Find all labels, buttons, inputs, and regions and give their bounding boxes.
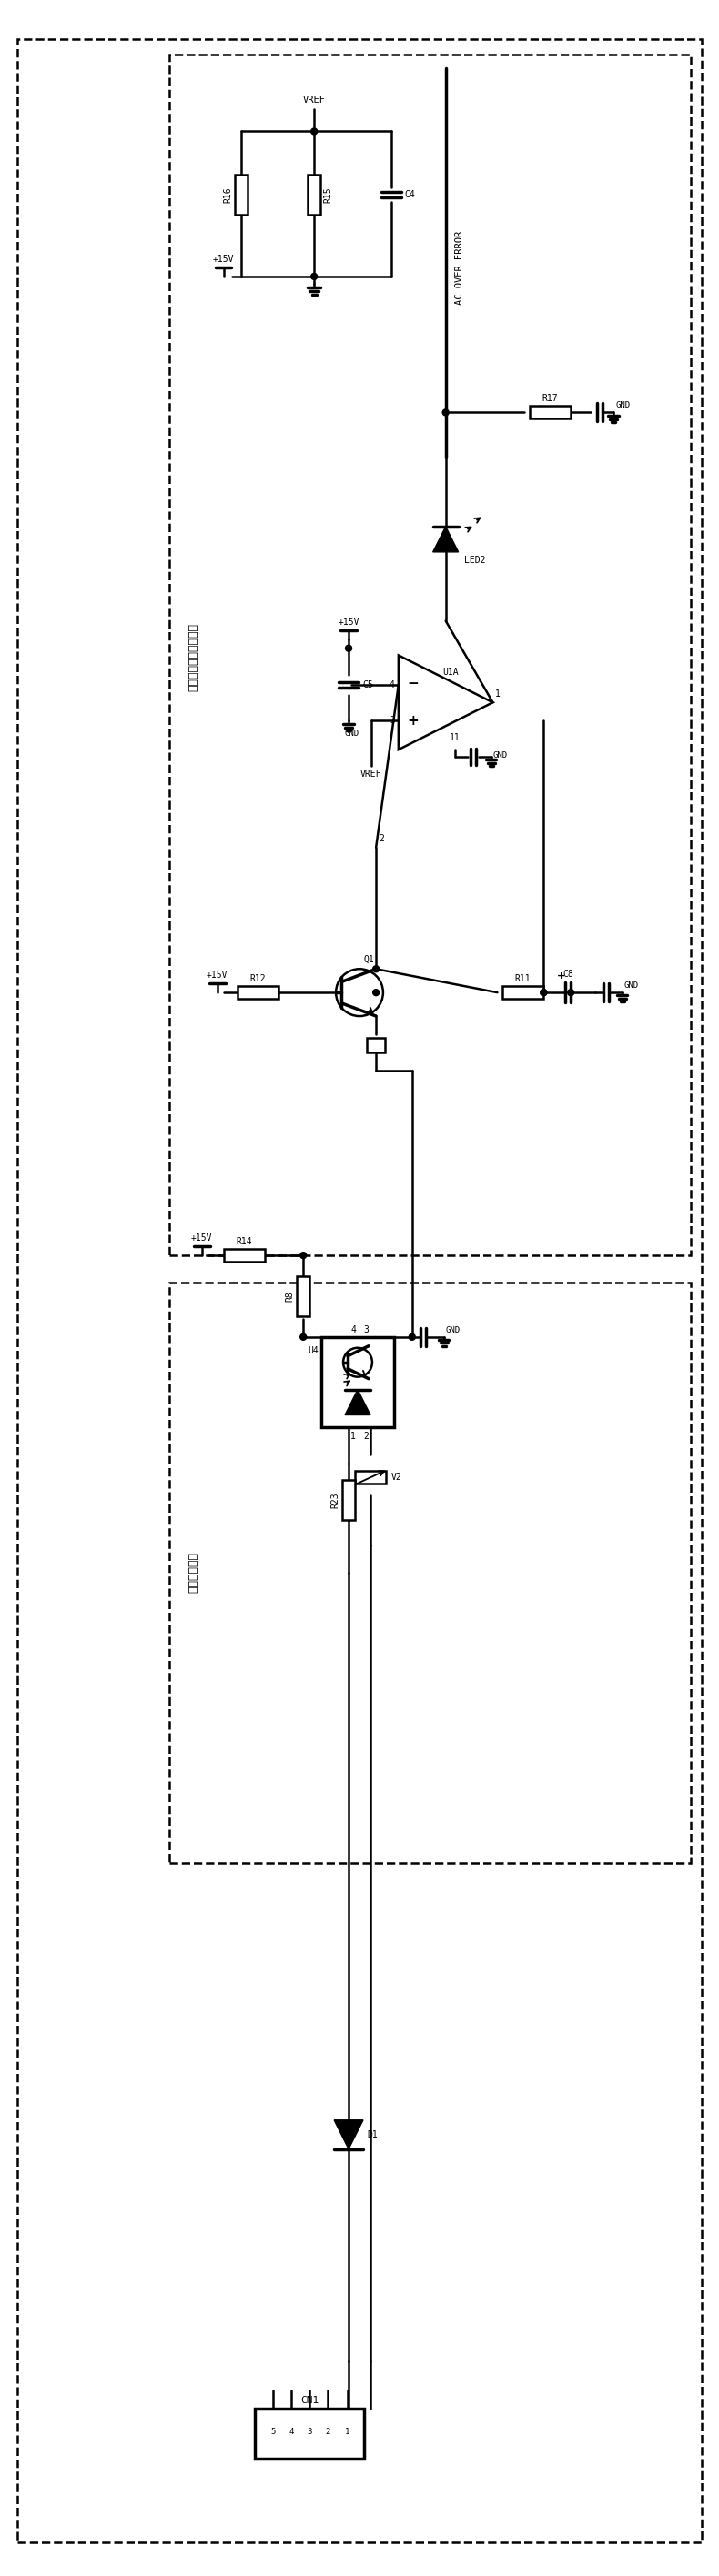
Text: R16: R16 <box>224 188 232 204</box>
Polygon shape <box>334 2120 363 2148</box>
Text: 3: 3 <box>307 2427 312 2437</box>
Bar <box>224 1249 265 1262</box>
Circle shape <box>541 989 546 997</box>
Text: 2: 2 <box>363 1432 368 1440</box>
Text: U4: U4 <box>308 1347 319 1355</box>
Text: +: + <box>557 971 565 981</box>
Text: CN1: CN1 <box>301 2396 319 2406</box>
Text: −: − <box>408 677 419 690</box>
Circle shape <box>442 410 449 415</box>
Bar <box>367 1038 385 1054</box>
Text: R12: R12 <box>250 974 266 984</box>
Text: V2: V2 <box>391 1473 401 1481</box>
Bar <box>235 175 248 214</box>
Text: C8: C8 <box>563 969 574 979</box>
Circle shape <box>409 1334 416 1340</box>
Bar <box>237 987 278 999</box>
Text: R8: R8 <box>285 1291 294 1301</box>
Circle shape <box>373 966 379 971</box>
Text: VREF: VREF <box>303 95 326 103</box>
Circle shape <box>311 129 317 134</box>
Text: 3: 3 <box>390 716 395 724</box>
Text: 过压检测电路: 过压检测电路 <box>188 1553 199 1592</box>
Text: D1: D1 <box>367 2130 377 2138</box>
Polygon shape <box>345 1388 370 1414</box>
Text: 1: 1 <box>345 2427 350 2437</box>
Bar <box>321 1337 394 1427</box>
Text: R17: R17 <box>542 394 558 404</box>
Text: GND: GND <box>345 729 360 739</box>
Circle shape <box>567 989 574 997</box>
Bar <box>308 175 321 214</box>
Text: 11: 11 <box>450 734 460 742</box>
Text: 2: 2 <box>379 835 384 842</box>
Circle shape <box>300 1334 306 1340</box>
Bar <box>169 54 690 1255</box>
Text: 4: 4 <box>289 2427 294 2437</box>
Text: R23: R23 <box>331 1492 339 1507</box>
Text: AC OVER ERROR: AC OVER ERROR <box>454 229 464 304</box>
Bar <box>169 1283 690 1862</box>
Polygon shape <box>433 526 458 551</box>
Text: C4: C4 <box>405 191 416 198</box>
Text: +15V: +15V <box>206 971 228 979</box>
Text: GND: GND <box>624 981 639 989</box>
Text: 5: 5 <box>271 2427 276 2437</box>
Text: U1A: U1A <box>442 667 459 677</box>
Text: 1: 1 <box>495 690 500 698</box>
Text: C5: C5 <box>362 680 373 690</box>
Text: 2: 2 <box>325 2427 330 2437</box>
Text: VREF: VREF <box>361 770 382 778</box>
Text: R15: R15 <box>324 188 332 204</box>
Text: R11: R11 <box>515 974 531 984</box>
Text: Q1: Q1 <box>364 956 375 963</box>
Text: +15V: +15V <box>191 1234 212 1242</box>
Text: 优先慢放逻辑比较电路: 优先慢放逻辑比较电路 <box>188 623 199 690</box>
Text: 4: 4 <box>390 680 395 690</box>
Bar <box>503 987 543 999</box>
Text: GND: GND <box>446 1327 460 1334</box>
Text: GND: GND <box>493 752 508 760</box>
Bar <box>354 1471 386 1484</box>
Bar <box>297 1275 310 1316</box>
Text: +15V: +15V <box>338 618 360 626</box>
Circle shape <box>345 644 352 652</box>
Circle shape <box>541 989 546 997</box>
Text: +15V: +15V <box>213 255 234 263</box>
Circle shape <box>373 989 379 997</box>
Circle shape <box>300 1252 306 1260</box>
Text: 3: 3 <box>363 1324 368 1334</box>
Text: 1: 1 <box>351 1432 356 1440</box>
Text: GND: GND <box>615 402 630 410</box>
Text: 4: 4 <box>351 1324 356 1334</box>
Bar <box>342 1481 355 1520</box>
Bar <box>530 407 570 420</box>
Text: R14: R14 <box>237 1236 252 1247</box>
Circle shape <box>311 273 317 281</box>
Text: LED2: LED2 <box>464 556 485 564</box>
Text: +: + <box>408 714 419 729</box>
Bar <box>255 2409 364 2458</box>
